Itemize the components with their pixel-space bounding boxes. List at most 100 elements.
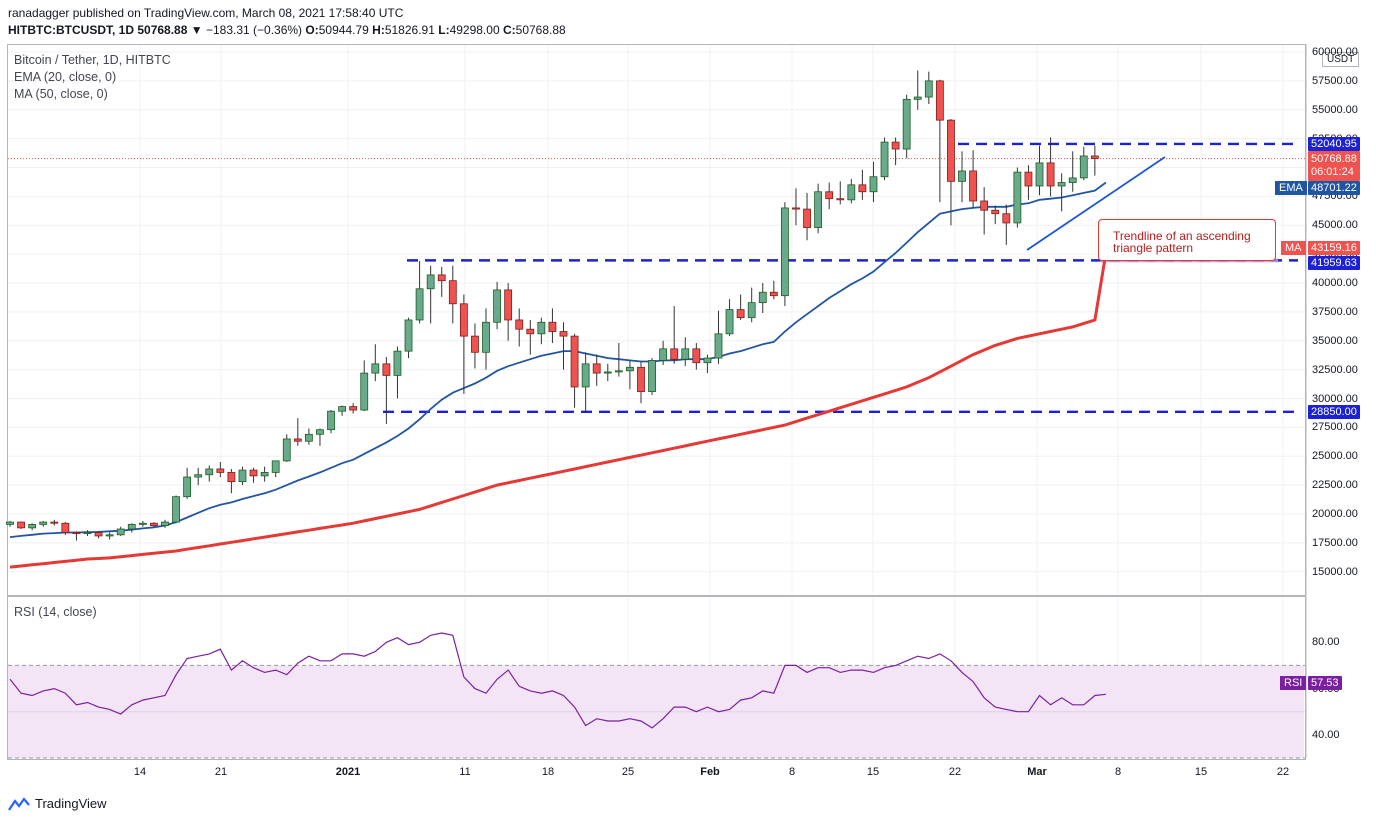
candle-body — [792, 207, 800, 210]
ma-legend: MA (50, close, 0) — [14, 87, 108, 101]
candle-body — [581, 363, 590, 388]
candle-body — [714, 333, 723, 359]
candle-body — [393, 350, 402, 376]
candle-body — [116, 528, 125, 536]
candle-body — [371, 363, 380, 374]
candle-body — [205, 468, 214, 476]
candle-body — [670, 348, 679, 360]
candle-body — [227, 472, 236, 483]
candle-body — [249, 469, 258, 477]
time-tick-label: 2021 — [335, 766, 361, 778]
candle-body — [626, 366, 634, 372]
candle-body — [448, 280, 457, 305]
candle-body — [515, 319, 524, 330]
candle-body — [1013, 171, 1022, 224]
candle-body — [216, 468, 225, 473]
candle-body — [803, 208, 811, 228]
candle-body — [648, 359, 656, 392]
publisher-line: ranadagger published on TradingView.com,… — [8, 6, 404, 20]
tradingview-logo[interactable]: TradingView — [8, 796, 107, 811]
candle-body — [681, 348, 690, 360]
candle-body — [614, 370, 623, 373]
candle-body — [1035, 162, 1044, 187]
resistance-tag: 52040.95 — [1308, 137, 1360, 151]
mid-level-tag: 41959.63 — [1308, 256, 1360, 270]
price-tick-label: 25000.00 — [1312, 450, 1358, 463]
candle-body — [349, 406, 358, 411]
candle-body — [603, 371, 612, 374]
candle-body — [504, 289, 513, 321]
candle-body — [637, 366, 645, 392]
candle-body — [194, 474, 203, 478]
price-tick-label: 20000.00 — [1312, 508, 1358, 520]
candle-body — [415, 288, 424, 321]
candle-body — [947, 119, 955, 182]
currency-badge[interactable]: USDT — [1322, 52, 1360, 67]
candle-body — [482, 321, 490, 353]
candle-body — [869, 176, 878, 193]
price-tick-label: 35000.00 — [1312, 334, 1358, 347]
candle-body — [150, 522, 158, 526]
ema-tag: 48701.22 — [1308, 181, 1360, 195]
close-value: 50768.88 — [515, 23, 566, 37]
time-tick-label: 11 — [459, 766, 471, 778]
open-value: 50944.79 — [318, 23, 369, 37]
price-tick-label: 37500.00 — [1312, 305, 1358, 318]
candle-body — [548, 321, 557, 332]
candle-body — [127, 523, 136, 530]
candle-body — [703, 357, 712, 364]
candle-body — [327, 410, 335, 431]
candle-body — [426, 274, 435, 290]
rsi-tick-label: 40.00 — [1312, 728, 1340, 741]
candle-body — [172, 496, 180, 523]
candle-body — [72, 532, 81, 535]
time-tick-label: 18 — [541, 766, 555, 778]
candle-body — [991, 209, 1000, 215]
rsi-side-label: RSI — [1280, 676, 1307, 690]
candle-body — [825, 191, 834, 200]
price-tick-label: 15000.00 — [1312, 565, 1358, 578]
candle-body — [891, 141, 900, 150]
candle-body — [105, 534, 114, 537]
rsi-line — [9, 632, 1106, 729]
candle-body — [1024, 171, 1033, 187]
candle-body — [183, 476, 192, 498]
candle-body — [437, 274, 446, 282]
candle-body — [94, 532, 103, 537]
candle-body — [293, 438, 302, 442]
price-tick-label: 27500.00 — [1312, 421, 1358, 434]
trendline-annotation[interactable]: Trendline of an ascending triangle patter… — [1098, 219, 1276, 261]
time-tick-label: 22 — [948, 766, 962, 778]
candle-body — [1090, 155, 1099, 160]
candle-body — [935, 80, 944, 121]
price-tick-label: 55000.00 — [1312, 103, 1358, 116]
candle-body — [659, 348, 668, 361]
candle-body — [282, 438, 291, 462]
rsi-tag: 57.53 — [1308, 676, 1342, 690]
low-level-tag: 28850.00 — [1308, 405, 1360, 419]
change: −183.31 (−0.36%) — [205, 23, 303, 37]
time-tick-label: Mar — [1027, 766, 1047, 778]
candle-body — [969, 170, 977, 202]
time-tick-label: 8 — [788, 766, 796, 778]
candle-body — [880, 141, 889, 178]
price-tick-label: 17500.00 — [1312, 536, 1358, 549]
price-tick-label: 22500.00 — [1312, 479, 1358, 492]
time-tick-label: 22 — [1276, 766, 1290, 778]
candle-body — [382, 363, 391, 376]
candle-body — [360, 372, 369, 411]
rsi-tick-label: 80.00 — [1312, 636, 1340, 649]
candle-body — [493, 289, 501, 323]
price-tick-label: 45000.00 — [1312, 219, 1358, 232]
ema-side-label: EMA — [1275, 181, 1307, 195]
change-arrow-icon: ▼ — [190, 23, 203, 37]
candle-body — [814, 191, 823, 228]
candle-body — [83, 532, 92, 535]
candle-body — [1046, 162, 1055, 187]
ema-legend: EMA (20, close, 0) — [14, 70, 117, 84]
candle-body — [924, 80, 933, 98]
candle-body — [913, 96, 922, 100]
price-tick-label: 57500.00 — [1312, 74, 1358, 87]
candle-body — [50, 521, 59, 524]
